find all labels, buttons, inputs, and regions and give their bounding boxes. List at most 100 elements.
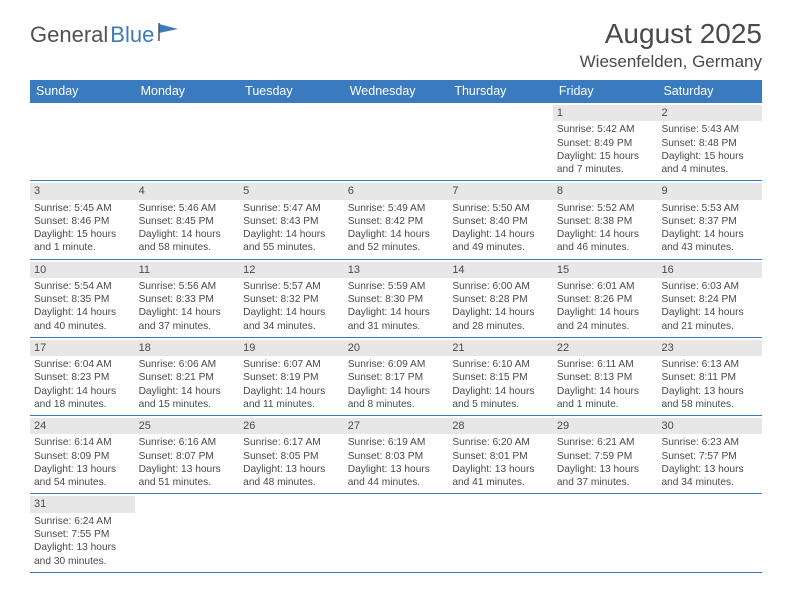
- day-cell: 15Sunrise: 6:01 AMSunset: 8:26 PMDayligh…: [553, 260, 658, 337]
- sunrise-text: Sunrise: 6:04 AM: [34, 358, 131, 371]
- day-number: 23: [657, 340, 762, 356]
- sunset-text: Sunset: 8:30 PM: [348, 293, 445, 306]
- day-cell: 1Sunrise: 5:42 AMSunset: 8:49 PMDaylight…: [553, 103, 658, 180]
- daylight-text: and 49 minutes.: [452, 241, 549, 254]
- daylight-text: and 1 minute.: [557, 398, 654, 411]
- daylight-text: Daylight: 14 hours: [348, 306, 445, 319]
- day-number: 15: [553, 262, 658, 278]
- weekday-friday: Friday: [553, 80, 658, 102]
- daylight-text: Daylight: 13 hours: [34, 541, 131, 554]
- sunset-text: Sunset: 8:17 PM: [348, 371, 445, 384]
- daylight-text: Daylight: 14 hours: [661, 306, 758, 319]
- daylight-text: and 55 minutes.: [243, 241, 340, 254]
- day-number: 28: [448, 418, 553, 434]
- calendar: SundayMondayTuesdayWednesdayThursdayFrid…: [30, 80, 762, 573]
- daylight-text: Daylight: 14 hours: [139, 385, 236, 398]
- sunset-text: Sunset: 8:03 PM: [348, 450, 445, 463]
- daylight-text: Daylight: 14 hours: [452, 385, 549, 398]
- day-cell: 4Sunrise: 5:46 AMSunset: 8:45 PMDaylight…: [135, 181, 240, 258]
- day-number: 1: [553, 105, 658, 121]
- day-cell: 10Sunrise: 5:54 AMSunset: 8:35 PMDayligh…: [30, 260, 135, 337]
- day-number: 8: [553, 183, 658, 199]
- day-cell: 26Sunrise: 6:17 AMSunset: 8:05 PMDayligh…: [239, 416, 344, 493]
- sunrise-text: Sunrise: 5:57 AM: [243, 280, 340, 293]
- day-cell: 7Sunrise: 5:50 AMSunset: 8:40 PMDaylight…: [448, 181, 553, 258]
- sunset-text: Sunset: 8:23 PM: [34, 371, 131, 384]
- day-number: 5: [239, 183, 344, 199]
- daylight-text: and 30 minutes.: [34, 555, 131, 568]
- sunset-text: Sunset: 8:38 PM: [557, 215, 654, 228]
- daylight-text: Daylight: 14 hours: [34, 385, 131, 398]
- daylight-text: Daylight: 14 hours: [34, 306, 131, 319]
- sunrise-text: Sunrise: 6:07 AM: [243, 358, 340, 371]
- day-cell: 27Sunrise: 6:19 AMSunset: 8:03 PMDayligh…: [344, 416, 449, 493]
- weekday-tuesday: Tuesday: [239, 80, 344, 102]
- sunrise-text: Sunrise: 5:52 AM: [557, 202, 654, 215]
- day-cell: 5Sunrise: 5:47 AMSunset: 8:43 PMDaylight…: [239, 181, 344, 258]
- day-cell: 31Sunrise: 6:24 AMSunset: 7:55 PMDayligh…: [30, 494, 135, 571]
- daylight-text: Daylight: 14 hours: [557, 385, 654, 398]
- day-number: 24: [30, 418, 135, 434]
- daylight-text: and 52 minutes.: [348, 241, 445, 254]
- location: Wiesenfelden, Germany: [580, 52, 762, 72]
- daylight-text: Daylight: 15 hours: [661, 150, 758, 163]
- day-cell: 21Sunrise: 6:10 AMSunset: 8:15 PMDayligh…: [448, 338, 553, 415]
- day-number: 17: [30, 340, 135, 356]
- daylight-text: and 21 minutes.: [661, 320, 758, 333]
- sunrise-text: Sunrise: 5:54 AM: [34, 280, 131, 293]
- weekday-header-row: SundayMondayTuesdayWednesdayThursdayFrid…: [30, 80, 762, 102]
- sunset-text: Sunset: 7:59 PM: [557, 450, 654, 463]
- sunrise-text: Sunrise: 5:42 AM: [557, 123, 654, 136]
- day-number: 3: [30, 183, 135, 199]
- day-number: 12: [239, 262, 344, 278]
- daylight-text: and 54 minutes.: [34, 476, 131, 489]
- daylight-text: and 48 minutes.: [243, 476, 340, 489]
- daylight-text: and 37 minutes.: [557, 476, 654, 489]
- title-block: August 2025 Wiesenfelden, Germany: [580, 18, 762, 72]
- day-number: 6: [344, 183, 449, 199]
- daylight-text: Daylight: 13 hours: [661, 463, 758, 476]
- daylight-text: and 46 minutes.: [557, 241, 654, 254]
- daylight-text: Daylight: 14 hours: [452, 306, 549, 319]
- sunset-text: Sunset: 8:35 PM: [34, 293, 131, 306]
- daylight-text: Daylight: 14 hours: [139, 228, 236, 241]
- day-number: 21: [448, 340, 553, 356]
- sunrise-text: Sunrise: 6:19 AM: [348, 436, 445, 449]
- sunset-text: Sunset: 8:07 PM: [139, 450, 236, 463]
- day-number: 2: [657, 105, 762, 121]
- daylight-text: Daylight: 13 hours: [661, 385, 758, 398]
- day-number: 9: [657, 183, 762, 199]
- sunset-text: Sunset: 8:01 PM: [452, 450, 549, 463]
- sunrise-text: Sunrise: 6:11 AM: [557, 358, 654, 371]
- sunrise-text: Sunrise: 6:09 AM: [348, 358, 445, 371]
- day-cell: 25Sunrise: 6:16 AMSunset: 8:07 PMDayligh…: [135, 416, 240, 493]
- daylight-text: and 28 minutes.: [452, 320, 549, 333]
- sunrise-text: Sunrise: 5:47 AM: [243, 202, 340, 215]
- week-row: 17Sunrise: 6:04 AMSunset: 8:23 PMDayligh…: [30, 337, 762, 415]
- day-number: 25: [135, 418, 240, 434]
- day-number: 19: [239, 340, 344, 356]
- sunrise-text: Sunrise: 5:45 AM: [34, 202, 131, 215]
- sunset-text: Sunset: 8:42 PM: [348, 215, 445, 228]
- sunrise-text: Sunrise: 6:10 AM: [452, 358, 549, 371]
- daylight-text: Daylight: 14 hours: [348, 385, 445, 398]
- sunset-text: Sunset: 8:45 PM: [139, 215, 236, 228]
- daylight-text: and 11 minutes.: [243, 398, 340, 411]
- sunset-text: Sunset: 8:43 PM: [243, 215, 340, 228]
- day-cell: 13Sunrise: 5:59 AMSunset: 8:30 PMDayligh…: [344, 260, 449, 337]
- sunrise-text: Sunrise: 5:56 AM: [139, 280, 236, 293]
- daylight-text: Daylight: 14 hours: [557, 306, 654, 319]
- week-row: 24Sunrise: 6:14 AMSunset: 8:09 PMDayligh…: [30, 415, 762, 493]
- sunrise-text: Sunrise: 6:01 AM: [557, 280, 654, 293]
- sunrise-text: Sunrise: 6:06 AM: [139, 358, 236, 371]
- day-cell: 11Sunrise: 5:56 AMSunset: 8:33 PMDayligh…: [135, 260, 240, 337]
- daylight-text: and 37 minutes.: [139, 320, 236, 333]
- logo-text-general: General: [30, 22, 108, 48]
- day-cell: 2Sunrise: 5:43 AMSunset: 8:48 PMDaylight…: [657, 103, 762, 180]
- sunrise-text: Sunrise: 6:03 AM: [661, 280, 758, 293]
- daylight-text: Daylight: 14 hours: [139, 306, 236, 319]
- daylight-text: Daylight: 14 hours: [452, 228, 549, 241]
- daylight-text: Daylight: 14 hours: [557, 228, 654, 241]
- day-number: 7: [448, 183, 553, 199]
- daylight-text: and 5 minutes.: [452, 398, 549, 411]
